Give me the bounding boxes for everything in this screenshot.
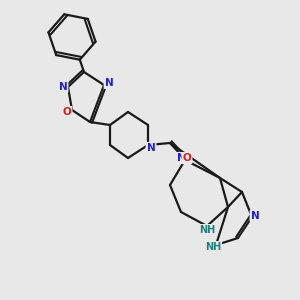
Text: NH: NH — [205, 242, 221, 252]
Text: NH: NH — [199, 225, 215, 235]
Text: N: N — [250, 211, 260, 221]
Text: O: O — [63, 107, 71, 117]
Text: N: N — [105, 78, 113, 88]
Text: N: N — [177, 153, 185, 163]
Text: O: O — [183, 153, 191, 163]
Text: N: N — [58, 82, 68, 92]
Text: N: N — [147, 143, 155, 153]
